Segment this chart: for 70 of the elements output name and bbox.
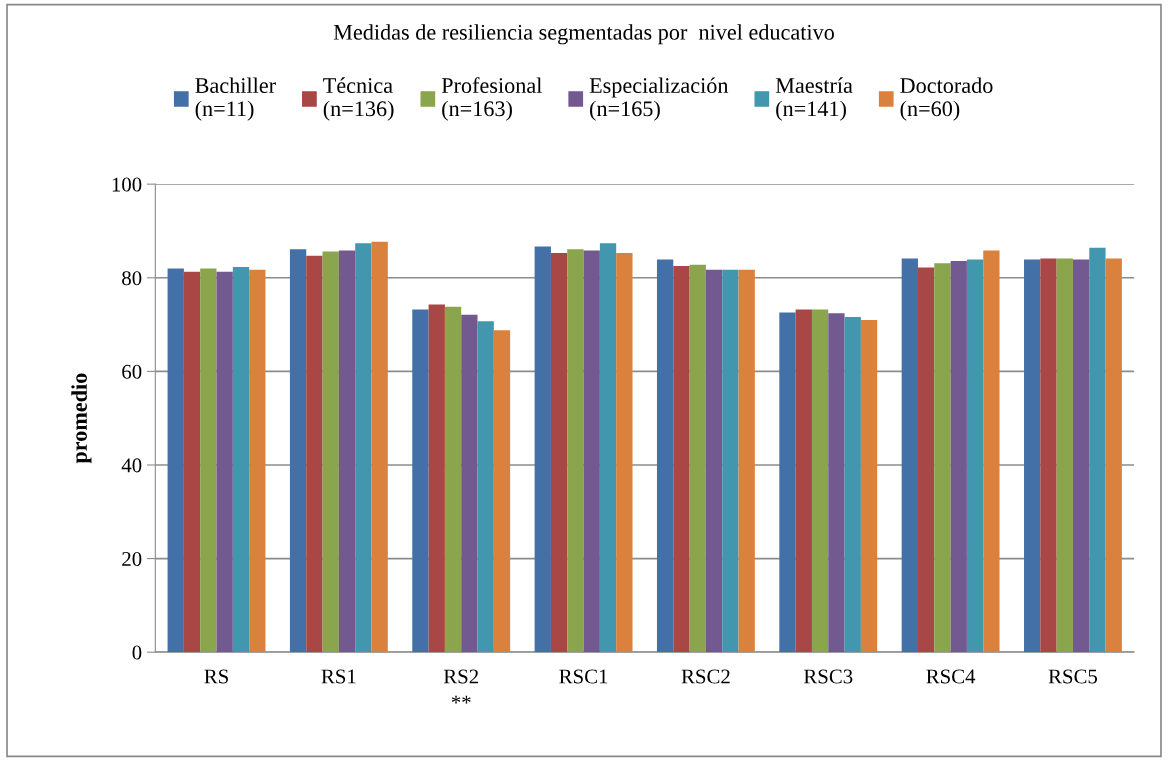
bar bbox=[828, 313, 845, 653]
bar bbox=[1072, 259, 1090, 653]
bar bbox=[738, 269, 755, 653]
bar bbox=[934, 263, 951, 653]
bar bbox=[200, 268, 217, 653]
bar bbox=[705, 269, 723, 653]
bar bbox=[673, 266, 690, 653]
bar bbox=[444, 306, 462, 653]
bar bbox=[599, 243, 617, 653]
bar bbox=[795, 309, 812, 653]
bar bbox=[355, 243, 372, 653]
bar bbox=[1040, 258, 1057, 653]
bar bbox=[412, 309, 429, 653]
bar bbox=[338, 250, 356, 653]
x-tick-label: RSC5 bbox=[1048, 669, 1098, 684]
bar bbox=[860, 319, 878, 653]
bar bbox=[567, 249, 584, 653]
x-tick-label: RS2 ** bbox=[443, 669, 479, 704]
bar bbox=[779, 312, 796, 653]
y-tick-label: 60 bbox=[122, 364, 142, 379]
legend-label: Maestría (n=141) bbox=[775, 77, 853, 121]
x-tick-label: RSC4 bbox=[926, 669, 976, 684]
bar bbox=[322, 251, 339, 653]
chart-title: Medidas de resiliencia segmentadas por nivel educativo bbox=[333, 24, 834, 45]
x-tick-label: RSC2 bbox=[681, 669, 730, 684]
bar bbox=[167, 268, 184, 653]
bar bbox=[616, 252, 633, 653]
y-tick-label: 0 bbox=[132, 645, 142, 660]
legend-label: Profesional (n=163) bbox=[441, 77, 542, 121]
bar bbox=[534, 246, 551, 653]
x-tick-label: RSC1 bbox=[559, 669, 608, 684]
y-tick-label: 40 bbox=[121, 458, 142, 473]
bar bbox=[811, 309, 829, 653]
bar bbox=[901, 258, 918, 653]
bar bbox=[289, 249, 307, 653]
legend-label: Bachiller (n=11) bbox=[195, 77, 276, 121]
bar bbox=[1056, 258, 1073, 653]
bar bbox=[917, 267, 935, 653]
x-tick-label: RS bbox=[204, 669, 228, 684]
bar bbox=[183, 271, 201, 653]
bar bbox=[1105, 258, 1122, 653]
x-tick-label: RSC3 bbox=[803, 669, 853, 684]
bar bbox=[722, 269, 739, 653]
bar bbox=[983, 250, 1000, 653]
bar bbox=[477, 321, 494, 653]
legend-label: Especialización (n=165) bbox=[589, 77, 729, 121]
legend-label: Doctorado (n=60) bbox=[900, 77, 993, 121]
bar bbox=[1024, 259, 1041, 653]
bar bbox=[689, 264, 706, 653]
bar bbox=[493, 330, 511, 653]
bar bbox=[656, 259, 674, 653]
bar bbox=[966, 259, 984, 653]
bar bbox=[950, 260, 967, 653]
bar bbox=[232, 267, 250, 653]
y-axis-title: promedio bbox=[71, 373, 92, 464]
bar bbox=[1089, 247, 1106, 653]
bar bbox=[428, 304, 445, 653]
bar bbox=[583, 250, 600, 653]
y-tick-label: 80 bbox=[122, 271, 142, 286]
bar bbox=[306, 255, 323, 653]
bar bbox=[371, 241, 388, 653]
bar bbox=[249, 269, 266, 653]
x-tick-label: RS1 bbox=[321, 669, 356, 684]
bar bbox=[216, 271, 233, 653]
legend-label: Técnica (n=136) bbox=[323, 77, 394, 121]
bar bbox=[550, 252, 568, 653]
bar bbox=[844, 317, 861, 653]
y-tick-label: 20 bbox=[122, 551, 142, 567]
bar bbox=[461, 314, 478, 653]
y-tick-label: 100 bbox=[112, 177, 142, 192]
